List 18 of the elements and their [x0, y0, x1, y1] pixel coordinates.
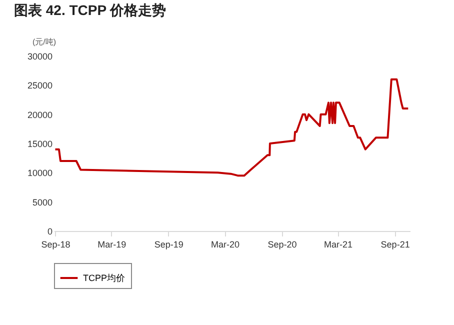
y-tick-label: 5000: [32, 197, 52, 208]
x-tick-label: Mar-21: [324, 240, 353, 250]
x-tick-label: Sep-20: [268, 240, 297, 250]
x-tick-label: Sep-19: [154, 240, 184, 250]
y-tick-label: 20000: [27, 110, 52, 120]
legend-label: TCPP均价: [83, 273, 126, 283]
x-tick-label: Sep-21: [380, 240, 410, 250]
chart-title: 图表 42. TCPP 价格走势: [14, 2, 166, 18]
y-tick-label: 25000: [27, 80, 52, 91]
x-tick-label: Mar-19: [98, 240, 126, 250]
y-tick-label: 10000: [27, 168, 52, 178]
y-tick-label: 30000: [27, 52, 52, 62]
x-tick-label: Mar-20: [210, 240, 240, 250]
y-tick-label: 15000: [27, 139, 52, 149]
y-tick-label: 0: [47, 226, 52, 236]
line-series: [54, 78, 410, 177]
x-tick-label: Sep-18: [41, 240, 70, 250]
y-axis-title: (元/吨): [32, 38, 56, 46]
